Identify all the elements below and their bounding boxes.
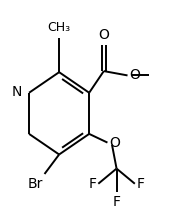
Text: O: O (129, 68, 140, 82)
Text: O: O (98, 28, 109, 42)
Text: CH₃: CH₃ (48, 21, 71, 34)
Text: F: F (89, 177, 96, 191)
Text: F: F (137, 177, 145, 191)
Text: Br: Br (27, 177, 43, 191)
Text: O: O (109, 136, 120, 150)
Text: N: N (11, 85, 22, 99)
Text: F: F (113, 194, 121, 209)
